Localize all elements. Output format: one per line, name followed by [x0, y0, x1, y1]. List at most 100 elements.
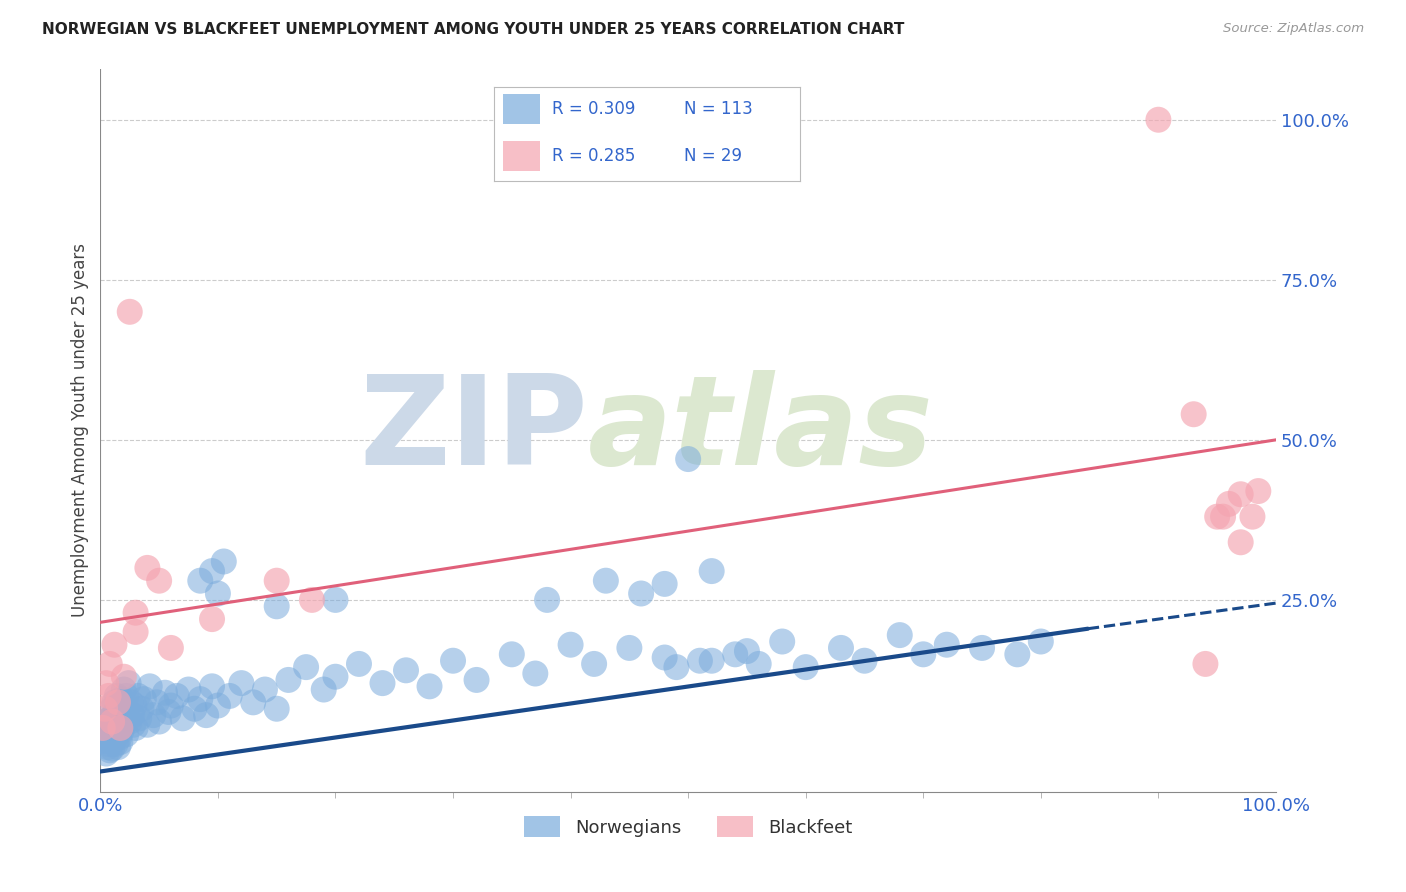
Point	[112, 682, 135, 697]
Point	[124, 721, 146, 735]
Point	[201, 564, 224, 578]
Point	[441, 654, 464, 668]
Text: ZIP: ZIP	[360, 370, 588, 491]
Point	[465, 673, 488, 687]
Point	[160, 640, 183, 655]
Point	[160, 698, 183, 713]
Point	[98, 724, 121, 739]
Point	[111, 711, 134, 725]
Point	[105, 721, 128, 735]
Point	[700, 564, 723, 578]
Point	[100, 711, 122, 725]
Y-axis label: Unemployment Among Youth under 25 years: Unemployment Among Youth under 25 years	[72, 244, 89, 617]
Point	[266, 702, 288, 716]
Point	[97, 689, 120, 703]
Point	[536, 593, 558, 607]
Point	[148, 714, 170, 729]
Point	[1029, 634, 1052, 648]
Point	[312, 682, 335, 697]
Point	[108, 731, 131, 745]
Point	[110, 724, 132, 739]
Point	[295, 660, 318, 674]
Point	[120, 695, 142, 709]
Point	[700, 654, 723, 668]
Point	[103, 695, 125, 709]
Point	[132, 692, 155, 706]
Point	[347, 657, 370, 671]
Point	[1229, 487, 1251, 501]
Point	[231, 676, 253, 690]
Point	[110, 721, 132, 735]
Point	[1147, 112, 1170, 127]
Point	[117, 676, 139, 690]
Point	[153, 686, 176, 700]
Point	[128, 711, 150, 725]
Point	[524, 666, 547, 681]
Point	[207, 698, 229, 713]
Point	[91, 721, 114, 735]
Point	[121, 708, 143, 723]
Point	[112, 717, 135, 731]
Point	[117, 705, 139, 719]
Point	[501, 648, 523, 662]
Point	[96, 727, 118, 741]
Point	[110, 735, 132, 749]
Point	[104, 705, 127, 719]
Point	[124, 606, 146, 620]
Point	[115, 689, 138, 703]
Point	[395, 663, 418, 677]
Point	[112, 670, 135, 684]
Point	[103, 727, 125, 741]
Point	[183, 702, 205, 716]
Point	[1241, 509, 1264, 524]
Point	[970, 640, 993, 655]
Point	[118, 714, 141, 729]
Point	[131, 702, 153, 716]
Point	[91, 721, 114, 735]
Point	[371, 676, 394, 690]
Point	[110, 708, 132, 723]
Point	[98, 657, 121, 671]
Point	[595, 574, 617, 588]
Text: Source: ZipAtlas.com: Source: ZipAtlas.com	[1223, 22, 1364, 36]
Text: NORWEGIAN VS BLACKFEET UNEMPLOYMENT AMONG YOUTH UNDER 25 YEARS CORRELATION CHART: NORWEGIAN VS BLACKFEET UNEMPLOYMENT AMON…	[42, 22, 904, 37]
Point	[689, 654, 711, 668]
Point	[1229, 535, 1251, 549]
Point	[935, 638, 957, 652]
Point	[127, 689, 149, 703]
Point	[138, 679, 160, 693]
Point	[118, 305, 141, 319]
Point	[277, 673, 299, 687]
Point	[1007, 648, 1029, 662]
Point	[105, 689, 128, 703]
Point	[108, 698, 131, 713]
Point	[124, 698, 146, 713]
Point	[100, 731, 122, 745]
Point	[177, 682, 200, 697]
Point	[104, 737, 127, 751]
Point	[735, 644, 758, 658]
Point	[1218, 497, 1240, 511]
Point	[665, 660, 688, 674]
Point	[889, 628, 911, 642]
Point	[1206, 509, 1229, 524]
Point	[166, 689, 188, 703]
Text: atlas: atlas	[588, 370, 934, 491]
Point	[266, 599, 288, 614]
Point	[560, 638, 582, 652]
Point	[794, 660, 817, 674]
Point	[242, 695, 264, 709]
Point	[853, 654, 876, 668]
Point	[830, 640, 852, 655]
Point	[114, 702, 136, 716]
Point	[1247, 484, 1270, 499]
Point	[770, 634, 793, 648]
Point	[266, 574, 288, 588]
Point	[157, 705, 180, 719]
Point	[103, 638, 125, 652]
Legend: Norwegians, Blackfeet: Norwegians, Blackfeet	[517, 809, 859, 845]
Point	[101, 741, 124, 756]
Point	[218, 689, 240, 703]
Point	[301, 593, 323, 607]
Point	[912, 648, 935, 662]
